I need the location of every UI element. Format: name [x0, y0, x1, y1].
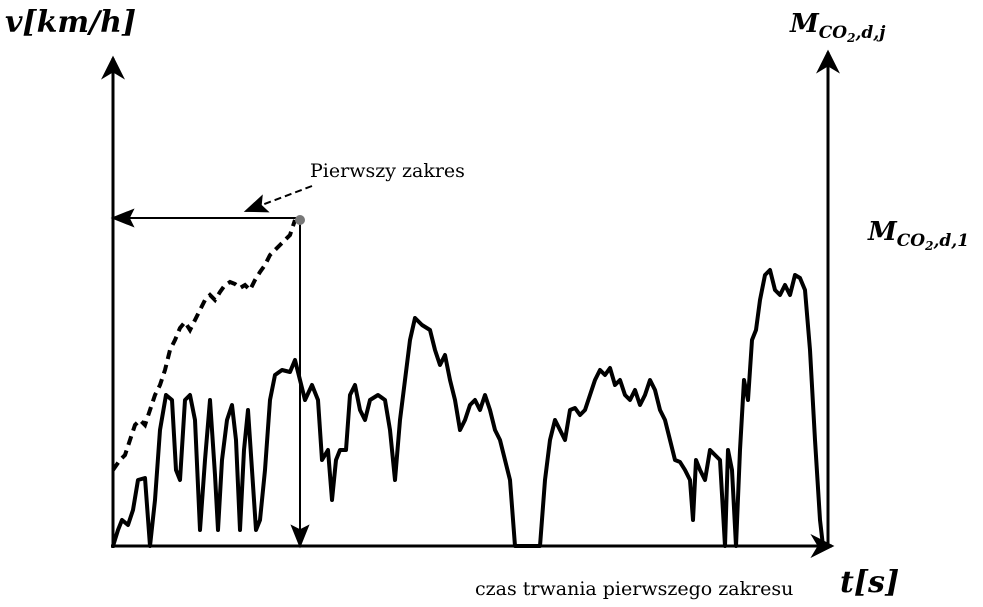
speed-profile [111, 268, 825, 548]
subscript: 2 [924, 239, 933, 253]
speed-axis-label: v[km/h] [5, 5, 136, 40]
subscript: CO [819, 23, 848, 43]
symbol: M [789, 9, 820, 39]
subscript: CO [897, 231, 926, 251]
subscript: ,d,j [854, 23, 886, 43]
symbol: M [867, 217, 898, 247]
annotation-arrow [243, 185, 313, 213]
subscript: ,d,1 [932, 231, 969, 251]
annotation: Pierwszy zakres [310, 160, 465, 182]
range-end-point [295, 215, 305, 225]
emission-axis-label: MCO2,d,j [789, 9, 886, 45]
duration-label: czas trwania pierwszego zakresu [475, 578, 793, 600]
subscript: 2 [846, 31, 855, 45]
cumulative-curve [111, 219, 297, 472]
level-label: MCO2,d,1 [867, 217, 969, 253]
time-axis-label: t[s] [840, 565, 899, 600]
